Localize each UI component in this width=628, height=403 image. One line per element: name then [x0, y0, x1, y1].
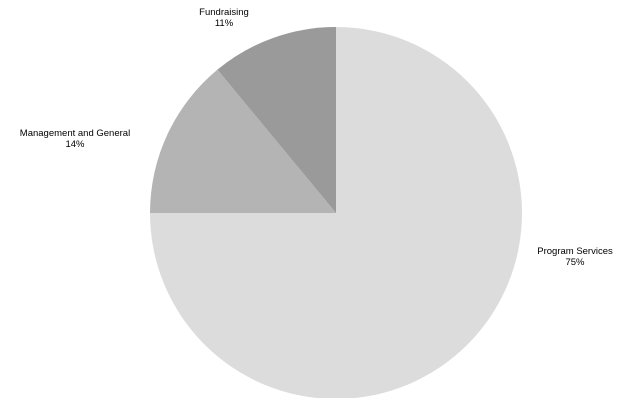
- pie-slice-management-and-general: [150, 69, 336, 214]
- slices-layer: [150, 27, 522, 399]
- slice-label-name: Program Services: [537, 246, 613, 257]
- slice-label-percent: 75%: [565, 257, 585, 268]
- labels-layer: Program Services 75% Management and Genera…: [20, 7, 613, 268]
- slice-label: Management and General 14%: [20, 128, 130, 150]
- slice-label: Program Services 75%: [537, 246, 613, 268]
- slice-label-name: Fundraising: [199, 7, 249, 18]
- slice-label-percent: 14%: [65, 139, 85, 150]
- pie-slice-fundraising: [217, 27, 336, 213]
- slice-label-percent: 11%: [215, 18, 234, 29]
- slice-label-name: Management and General: [20, 128, 130, 139]
- slice-label: Fundraising 11%: [199, 7, 249, 29]
